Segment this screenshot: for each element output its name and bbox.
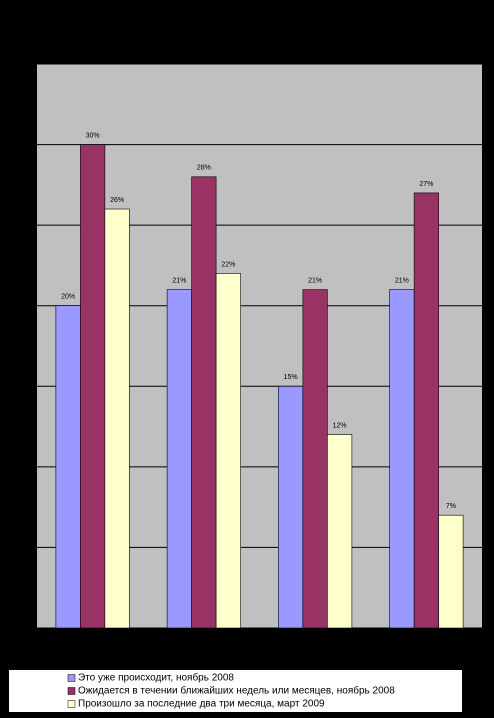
y-tick-label: 35 [22, 59, 31, 68]
y-tick-label: 15 [22, 381, 31, 390]
bar [327, 434, 353, 629]
bar [104, 208, 130, 629]
bar [278, 385, 304, 629]
bar [389, 289, 415, 629]
bar [55, 305, 81, 629]
value-label: 7% [446, 503, 456, 510]
bar [191, 176, 217, 629]
y-tick-label: 25 [22, 220, 31, 229]
value-label: 21% [308, 277, 322, 284]
value-label: 28% [197, 165, 211, 172]
y-tick-label: 0 [27, 623, 32, 632]
bar [215, 273, 241, 629]
value-label: 20% [61, 294, 75, 301]
value-label: 12% [333, 422, 347, 429]
bar [302, 289, 328, 629]
value-label: 30% [86, 132, 100, 139]
value-label: 27% [419, 181, 433, 188]
value-label: 21% [395, 277, 409, 284]
value-label: 15% [284, 374, 298, 381]
legend-swatch [67, 674, 76, 682]
value-label: 21% [172, 277, 186, 284]
y-tick-label: 20 [22, 301, 31, 310]
y-tick-label: 10 [22, 462, 31, 471]
y-tick-label: 30 [22, 140, 31, 149]
legend-box [9, 670, 462, 712]
bar [413, 192, 439, 629]
legend-label: Ожидается в течении ближайших недель или… [78, 685, 395, 697]
legend-swatch [67, 687, 76, 695]
legend-label: Это уже происходит, ноябрь 2008 [78, 672, 234, 684]
value-label: 22% [221, 261, 235, 268]
value-label: 26% [110, 197, 124, 204]
legend-swatch [67, 700, 76, 708]
bar [166, 289, 192, 629]
bar [80, 144, 106, 629]
legend-label: Произошло за последние два три месяца, м… [78, 699, 325, 710]
bar [438, 514, 464, 629]
y-tick-label: 5 [27, 543, 32, 552]
